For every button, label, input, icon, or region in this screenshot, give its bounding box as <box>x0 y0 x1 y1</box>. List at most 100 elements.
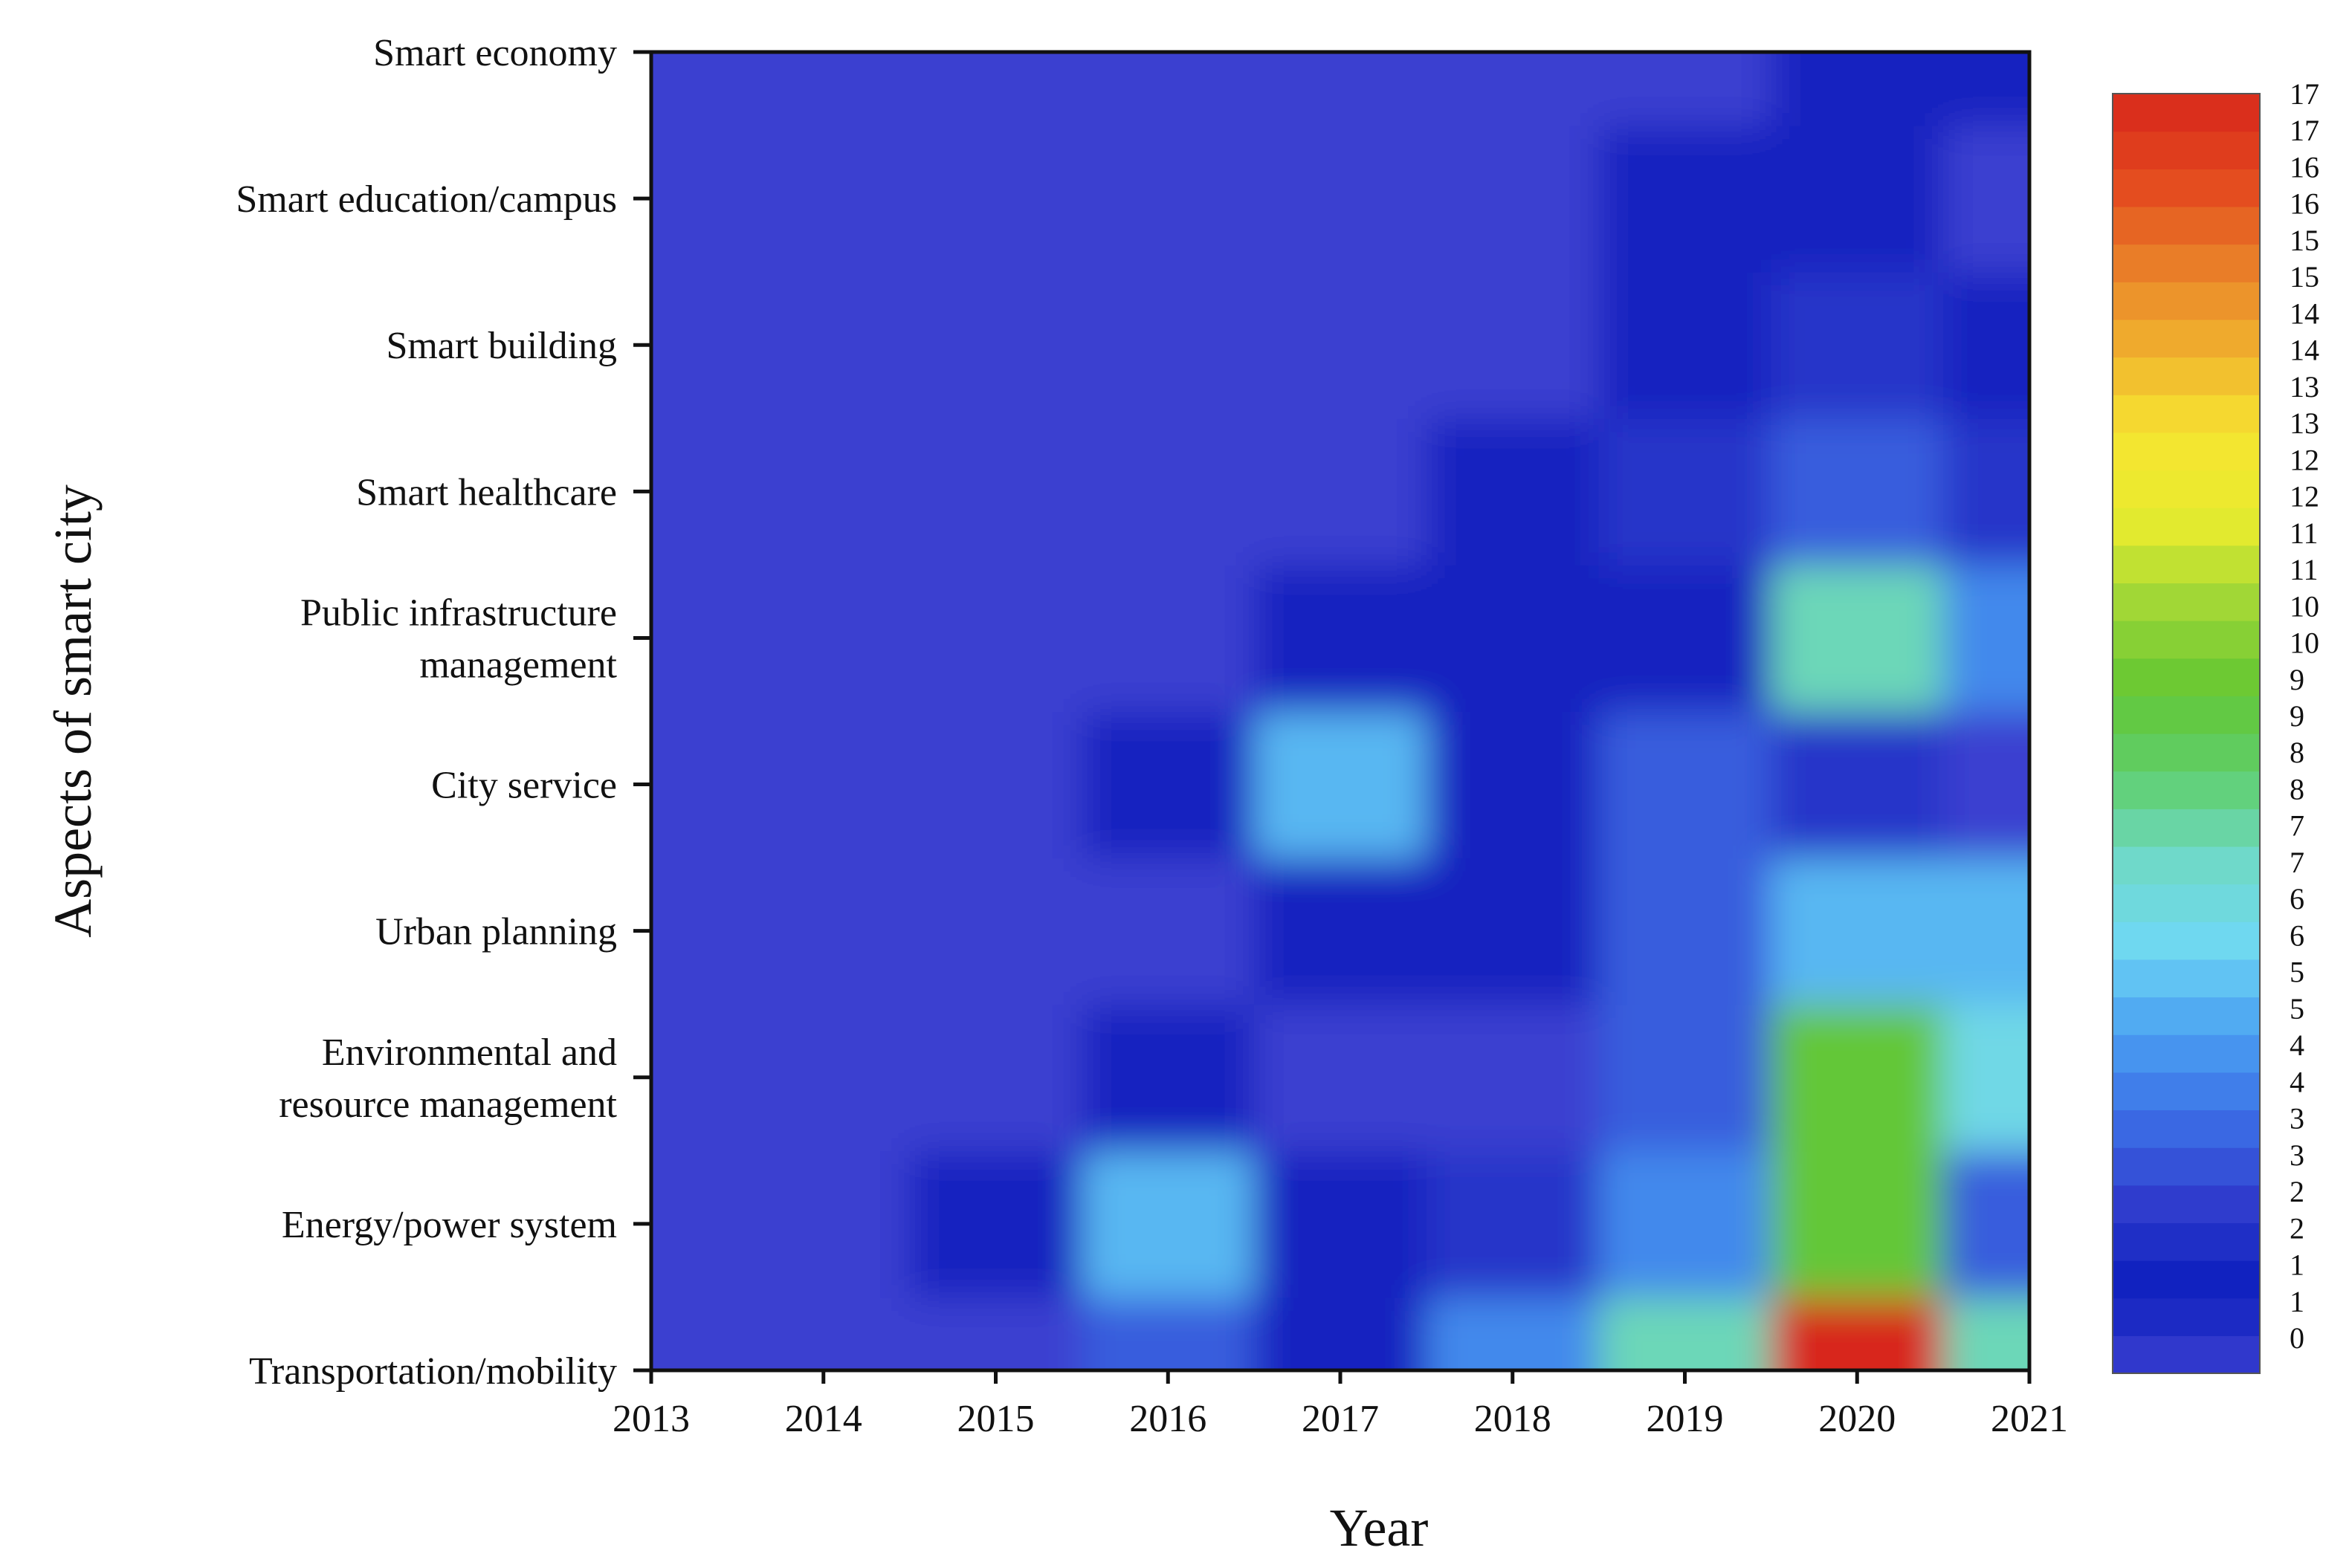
heatmap-cell <box>1598 271 1772 419</box>
heatmap-cell <box>1598 1150 1772 1298</box>
colorbar-band <box>2113 1185 2260 1224</box>
y-tick-label: Transportation/mobility <box>249 1350 617 1393</box>
heatmap-cell <box>1082 271 1256 419</box>
colorbar-band <box>2113 432 2260 471</box>
x-tick-label: 2018 <box>1474 1398 1551 1440</box>
colorbar-band <box>2113 131 2260 169</box>
colorbar-band <box>2113 206 2260 245</box>
colorbar-tick-label: 1 <box>2290 1285 2304 1318</box>
heatmap-cell <box>1771 125 1945 273</box>
colorbar-tick-label: 15 <box>2290 224 2319 257</box>
colorbar-tick-label: 10 <box>2290 589 2319 623</box>
heatmap-cell <box>1943 858 2029 1005</box>
heatmap-cell <box>737 1004 911 1152</box>
y-axis-ticks: Transportation/mobility Energy/power syst… <box>236 32 651 1393</box>
heatmap-cell <box>1771 1150 1945 1298</box>
colorbar-band <box>2113 733 2260 772</box>
heatmap-cell <box>1082 125 1256 273</box>
colorbar-tick-label: 13 <box>2290 370 2319 404</box>
colorbar-band <box>2113 1335 2260 1374</box>
heatmap-cell <box>651 1297 738 1370</box>
heatmap-cell <box>651 1150 738 1298</box>
heatmap-cell <box>737 418 911 566</box>
colorbar-band <box>2113 997 2260 1035</box>
heatmap-cell <box>1426 564 1600 712</box>
heatmap-cell <box>651 52 738 126</box>
y-tick-label: Environmental and <box>322 1031 617 1074</box>
heatmap-cell <box>1943 52 2029 126</box>
heatmap-cell <box>1426 1150 1600 1298</box>
heatmap-cell <box>651 564 738 712</box>
colorbar-tick-label: 17 <box>2290 77 2319 111</box>
plot-area <box>651 52 2029 1370</box>
colorbar-tick-label: 17 <box>2290 114 2319 147</box>
x-tick-label: 2013 <box>613 1398 690 1440</box>
heatmap-cell <box>1254 1297 1427 1370</box>
colorbar-tick-label: 12 <box>2290 443 2319 476</box>
x-tick-label: 2017 <box>1302 1398 1379 1440</box>
colorbar-tick-label: 6 <box>2290 919 2304 952</box>
heatmap-cell <box>909 271 1083 419</box>
heatmap-cell <box>1082 1297 1256 1370</box>
heatmap-cell <box>1254 858 1427 1005</box>
colorbar-tick-label: 3 <box>2290 1138 2304 1172</box>
heatmap-cell <box>1943 1297 2029 1370</box>
colorbar-band <box>2113 1072 2260 1111</box>
heatmap-cell <box>651 858 738 1005</box>
colorbar-band <box>2113 658 2260 696</box>
heatmap-cell <box>737 271 911 419</box>
heatmap-cell <box>737 858 911 1005</box>
heatmap-cell <box>737 1150 911 1298</box>
colorbar-band <box>2113 1147 2260 1186</box>
heatmap-cell <box>1082 418 1256 566</box>
heatmap-cell <box>1598 125 1772 273</box>
heatmap-cell <box>1771 52 1945 126</box>
colorbar-band <box>2113 357 2260 395</box>
colorbar-band <box>2113 169 2260 207</box>
colorbar-band <box>2113 621 2260 659</box>
colorbar-band <box>2113 545 2260 584</box>
colorbar-tick-label: 5 <box>2290 992 2304 1026</box>
colorbar-band <box>2113 884 2260 922</box>
colorbar-tick-label: 11 <box>2290 516 2319 550</box>
heatmap-cell <box>1082 858 1256 1005</box>
x-tick-label: 2015 <box>957 1398 1035 1440</box>
colorbar-band <box>2113 583 2260 621</box>
colorbar-band <box>2113 846 2260 885</box>
colorbar-tick-label: 15 <box>2290 260 2319 294</box>
heatmap-cell <box>1943 125 2029 273</box>
colorbar-band <box>2113 470 2260 508</box>
heatmap-cell <box>1598 418 1772 566</box>
heatmap-cell <box>1943 1150 2029 1298</box>
colorbar-tick-label: 4 <box>2290 1028 2304 1062</box>
heatmap-cell <box>1254 711 1427 859</box>
heatmap-cell <box>909 1150 1083 1298</box>
heatmap-cell <box>1254 418 1427 566</box>
y-tick-label: Public infrastructure <box>300 592 617 634</box>
y-tick-label: Urban planning <box>375 911 617 953</box>
y-tick-label: Smart education/campus <box>236 178 617 221</box>
colorbar-tick-label: 2 <box>2290 1175 2304 1208</box>
colorbar-band <box>2113 395 2260 433</box>
heatmap-cell <box>1426 52 1600 126</box>
colorbar-band <box>2113 921 2260 960</box>
heatmap-cell <box>1426 1297 1600 1370</box>
colorbar-band <box>2113 1298 2260 1336</box>
heatmap-cell <box>1943 418 2029 566</box>
heatmap-cell <box>1082 52 1256 126</box>
heatmap-cell <box>909 564 1083 712</box>
x-tick-label: 2014 <box>785 1398 862 1440</box>
colorbar-band <box>2113 1034 2260 1073</box>
colorbar-band <box>2113 508 2260 546</box>
colorbar-tick-label: 3 <box>2290 1102 2304 1135</box>
colorbar-band <box>2113 94 2260 132</box>
heatmap-cell <box>1082 1150 1256 1298</box>
heatmap-cell <box>651 711 738 859</box>
x-axis-ticks: 2013 2014 2015 2016 2017 2018 2019 2020 2021 <box>613 1370 2068 1440</box>
colorbar-band <box>2113 959 2260 998</box>
heatmap-cell <box>1943 564 2029 712</box>
colorbar-tick-label: 1 <box>2290 1248 2304 1282</box>
heatmap-cell <box>1771 1297 1945 1370</box>
colorbar-tick-label: 6 <box>2290 882 2304 916</box>
